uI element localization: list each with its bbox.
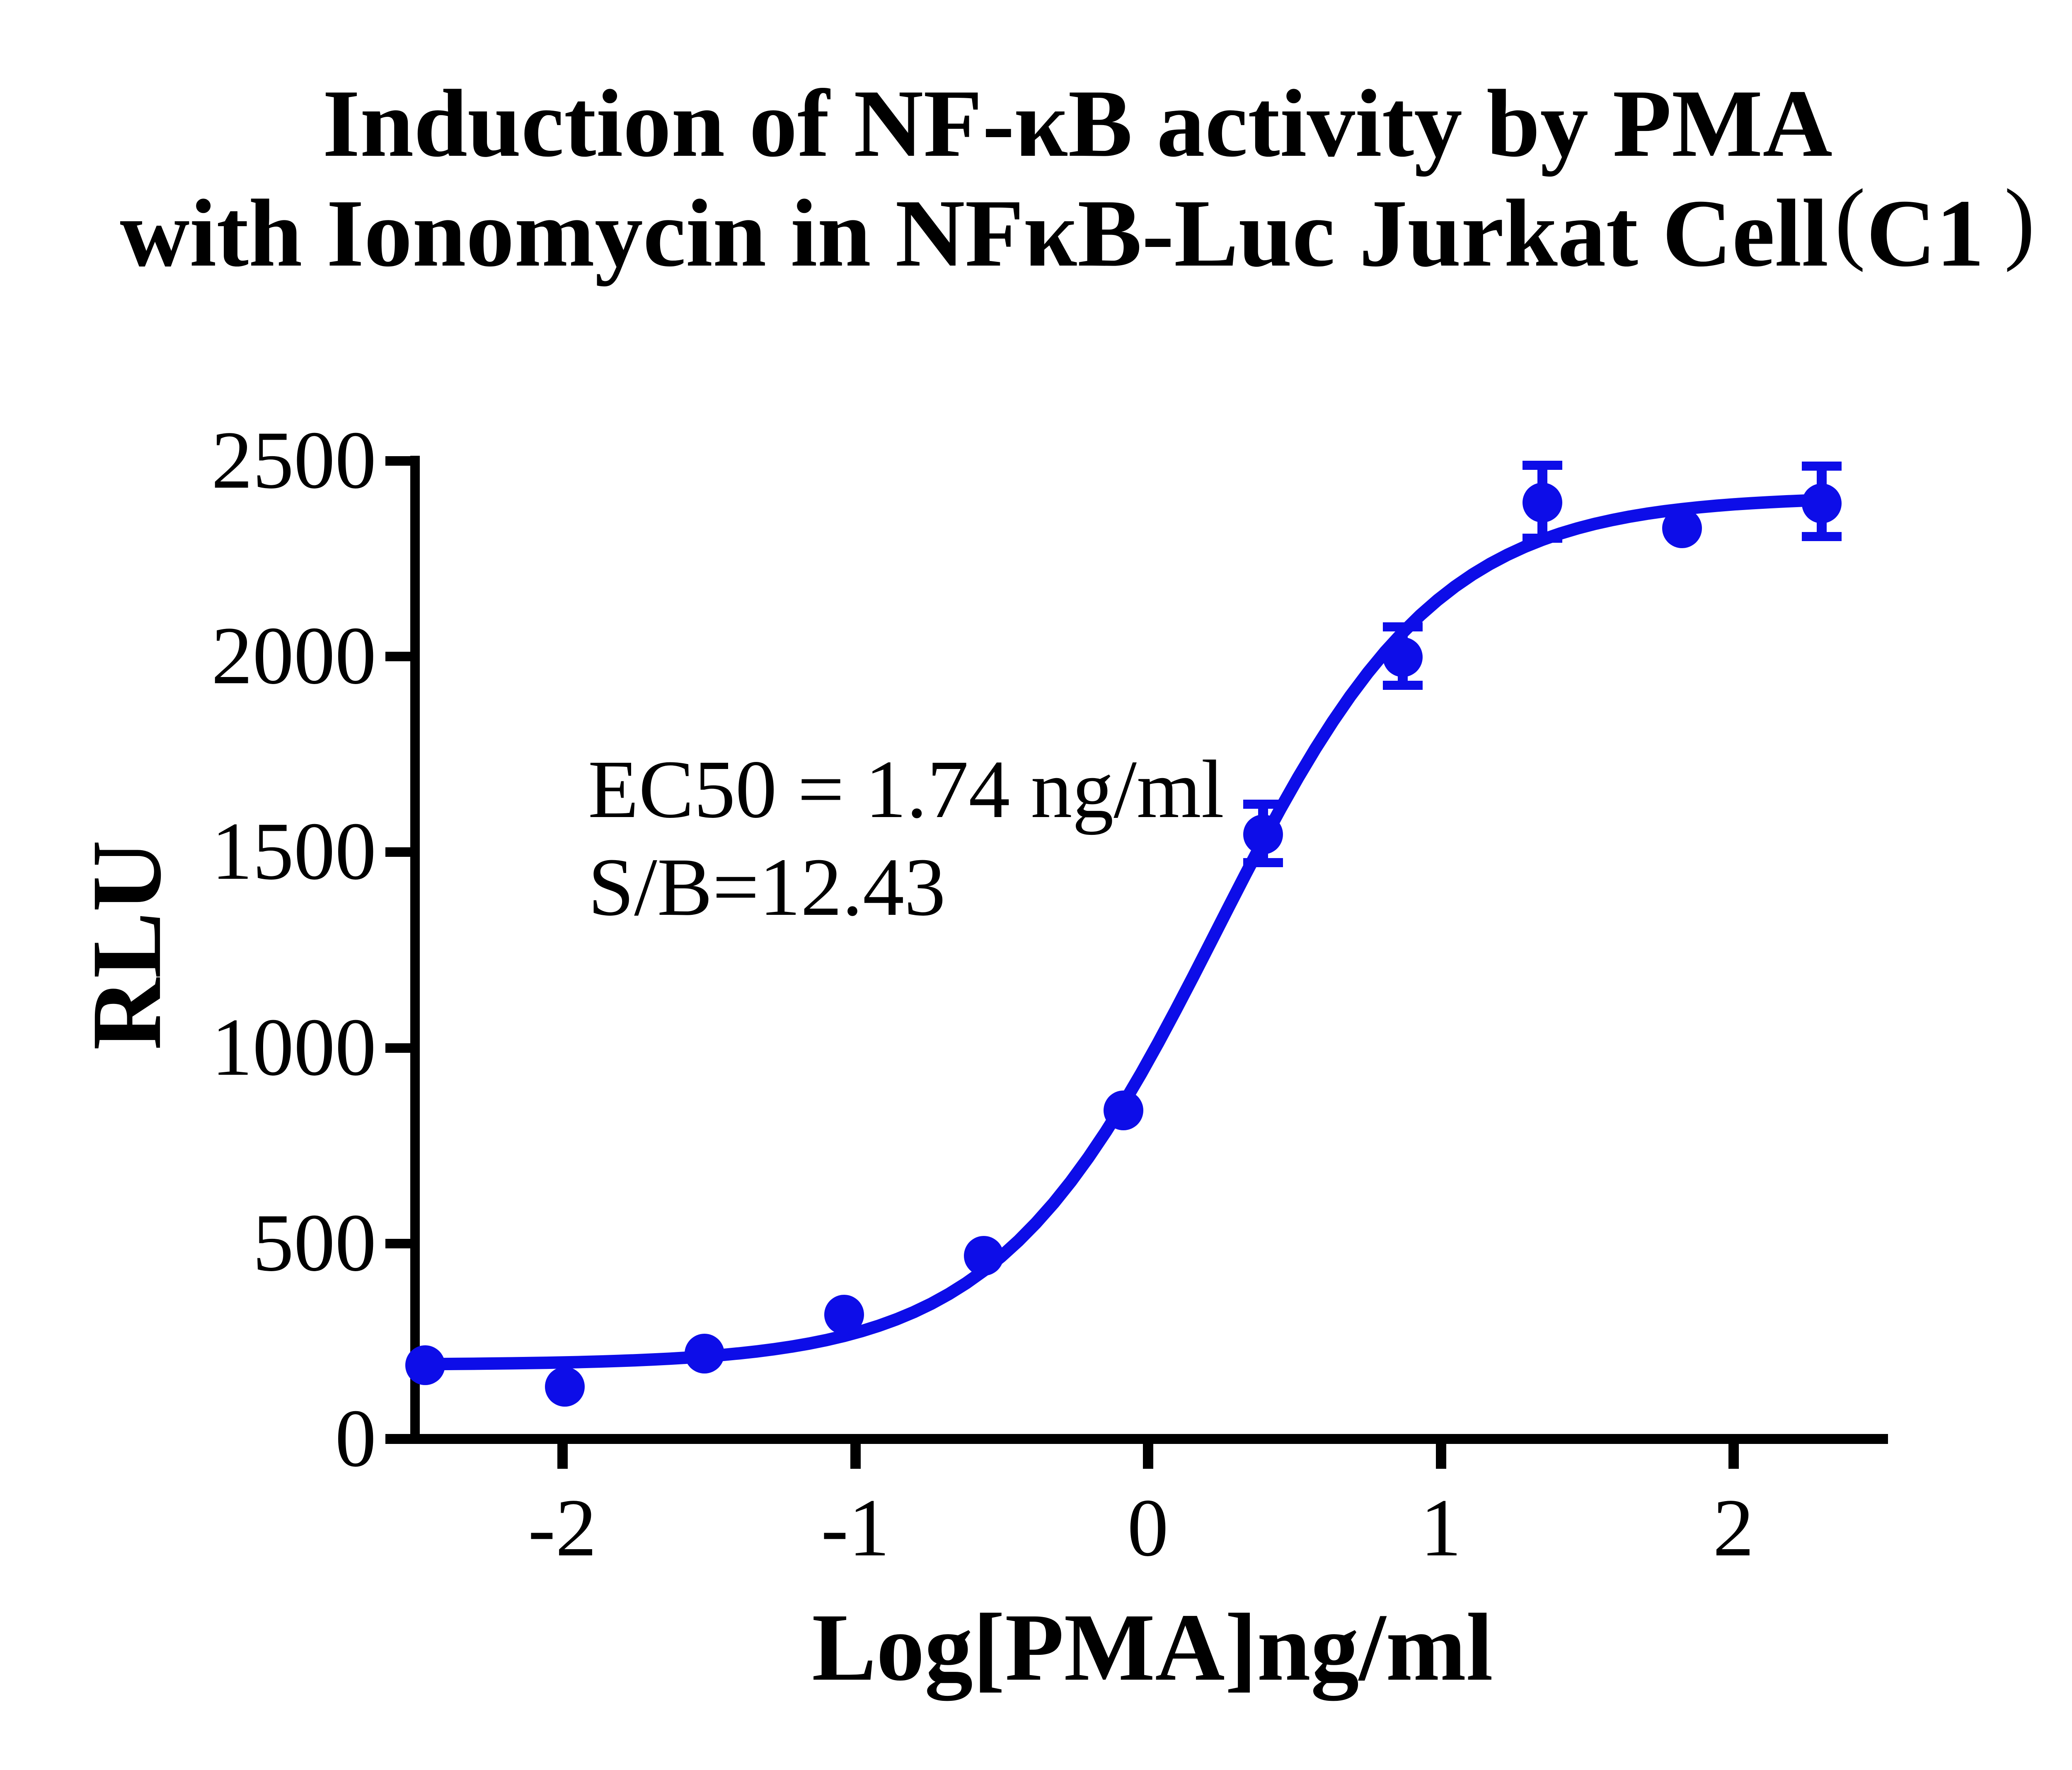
svg-text:-1: -1 [821, 1482, 890, 1574]
svg-text:1000: 1000 [211, 1002, 376, 1093]
svg-text:S/B=12.43: S/B=12.43 [588, 841, 946, 933]
svg-text:RLU: RLU [71, 840, 182, 1050]
svg-text:2000: 2000 [211, 610, 376, 701]
svg-text:EC50 = 1.74 ng/ml: EC50 = 1.74 ng/ml [588, 744, 1224, 835]
svg-text:with Ionomycin in NFκB-Luc Jur: with Ionomycin in NFκB-Luc Jurkat Cell(C… [120, 170, 2035, 287]
svg-text:0: 0 [1127, 1482, 1169, 1574]
svg-text:2: 2 [1713, 1482, 1754, 1574]
svg-text:1: 1 [1420, 1482, 1462, 1574]
svg-text:-2: -2 [528, 1482, 597, 1574]
svg-text:500: 500 [253, 1197, 377, 1289]
svg-text:0: 0 [335, 1393, 377, 1484]
svg-text:1500: 1500 [211, 806, 376, 897]
svg-text:2500: 2500 [211, 415, 376, 506]
svg-text:Induction of NF-κB activity by: Induction of NF-κB activity by PMA [322, 70, 1832, 177]
svg-text:Log[PMA]ng/ml: Log[PMA]ng/ml [812, 1594, 1493, 1701]
